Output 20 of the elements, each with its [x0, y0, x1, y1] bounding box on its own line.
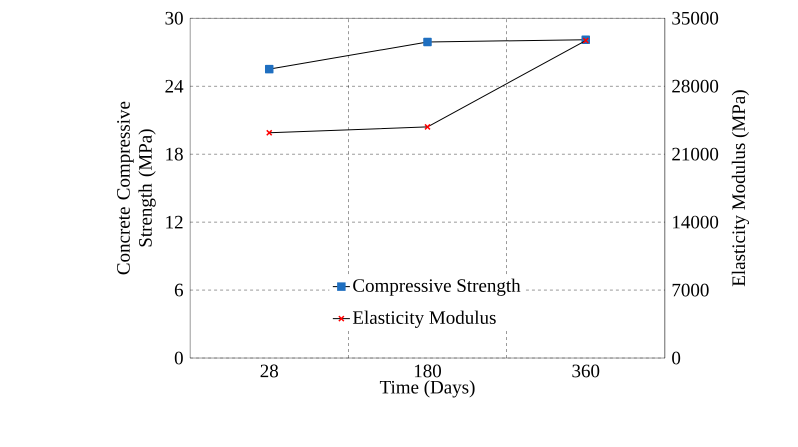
x-tick-label: 180 — [414, 364, 441, 378]
y-tick-label: 30 — [165, 12, 183, 25]
y2-tick-label: 28000 — [672, 80, 718, 92]
y2-tick-label: 35000 — [672, 12, 718, 25]
y-tick-label: 24 — [165, 80, 184, 92]
y-axis-title: Concrete Compressive Strength (MPa) — [117, 102, 156, 274]
y2-tick-label: 0 — [672, 352, 680, 364]
legend-label: Compressive Strength — [353, 278, 520, 296]
y-tick-label: 6 — [174, 284, 183, 296]
x-tick-label: 360 — [572, 364, 600, 378]
x-axis-title: Time (Days) — [380, 380, 475, 398]
y2-tick-label: 14000 — [673, 216, 718, 228]
y-tick-label: 18 — [166, 148, 183, 160]
y2-axis-title: Elasticity Modulus (MPa) — [732, 90, 750, 286]
legend-label: Elasticity Modulus — [352, 310, 496, 328]
y-tick-label: 12 — [166, 216, 183, 228]
y2-tick-label: 21000 — [672, 148, 718, 160]
y2-tick-label: 7000 — [672, 284, 709, 296]
x-tick-label: 28 — [260, 364, 278, 378]
y-tick-label: 0 — [174, 352, 183, 364]
